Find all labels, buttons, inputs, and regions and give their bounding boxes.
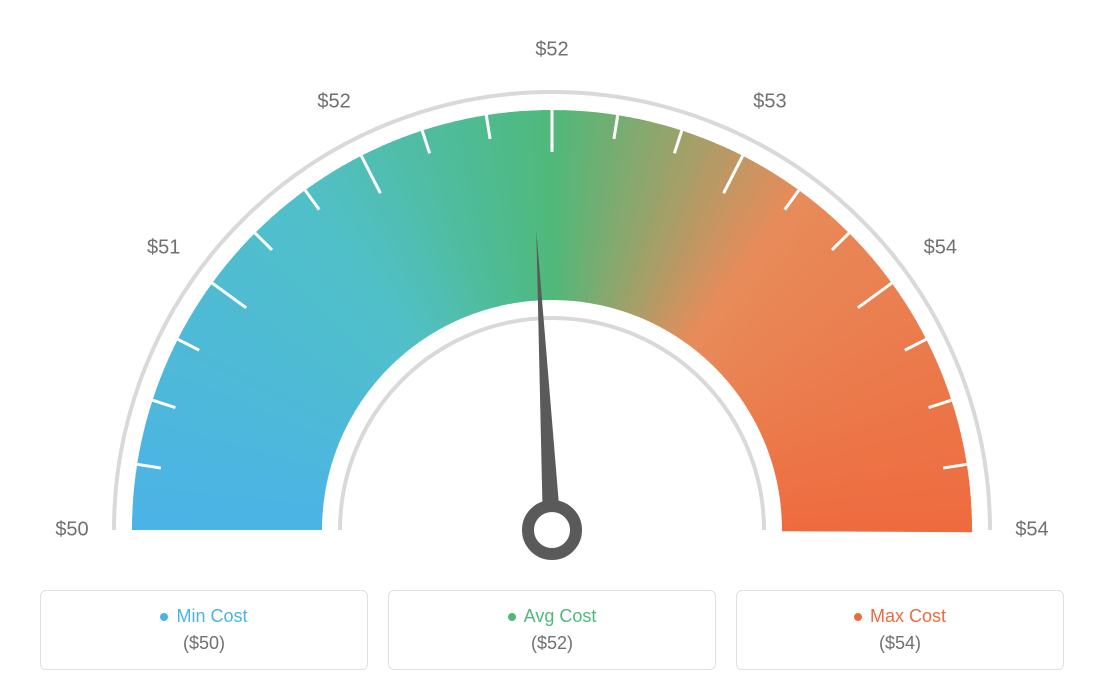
gauge-chart: $50 $51 $52 $52 $53 $54 $54 <box>0 0 1104 570</box>
legend-card-max: Max Cost ($54) <box>736 590 1064 670</box>
gauge-tick-label: $52 <box>317 91 350 114</box>
legend-text: Min Cost <box>176 606 247 627</box>
gauge-tick-label: $54 <box>924 236 957 259</box>
gauge-tick-label: $51 <box>147 236 180 259</box>
legend-label-avg: Avg Cost <box>508 606 597 627</box>
legend-label-max: Max Cost <box>854 606 946 627</box>
legend-value-max: ($54) <box>879 633 921 654</box>
legend-text: Max Cost <box>870 606 946 627</box>
legend-card-avg: Avg Cost ($52) <box>388 590 716 670</box>
cost-gauge-widget: $50 $51 $52 $52 $53 $54 $54 Min Cost ($50) Avg… <box>0 0 1104 690</box>
legend-label-min: Min Cost <box>160 606 247 627</box>
dot-icon <box>508 613 516 621</box>
dot-icon <box>160 613 168 621</box>
legend-card-min: Min Cost ($50) <box>40 590 368 670</box>
gauge-tick-label: $52 <box>535 39 568 62</box>
legend-row: Min Cost ($50) Avg Cost ($52) Max Cost (… <box>40 590 1064 670</box>
legend-text: Avg Cost <box>524 606 597 627</box>
gauge-tick-label: $53 <box>753 91 786 114</box>
dot-icon <box>854 613 862 621</box>
gauge-tick-label: $50 <box>55 519 88 542</box>
legend-value-min: ($50) <box>183 633 225 654</box>
gauge-svg <box>0 0 1104 570</box>
gauge-tick-label: $54 <box>1015 519 1048 542</box>
legend-value-avg: ($52) <box>531 633 573 654</box>
